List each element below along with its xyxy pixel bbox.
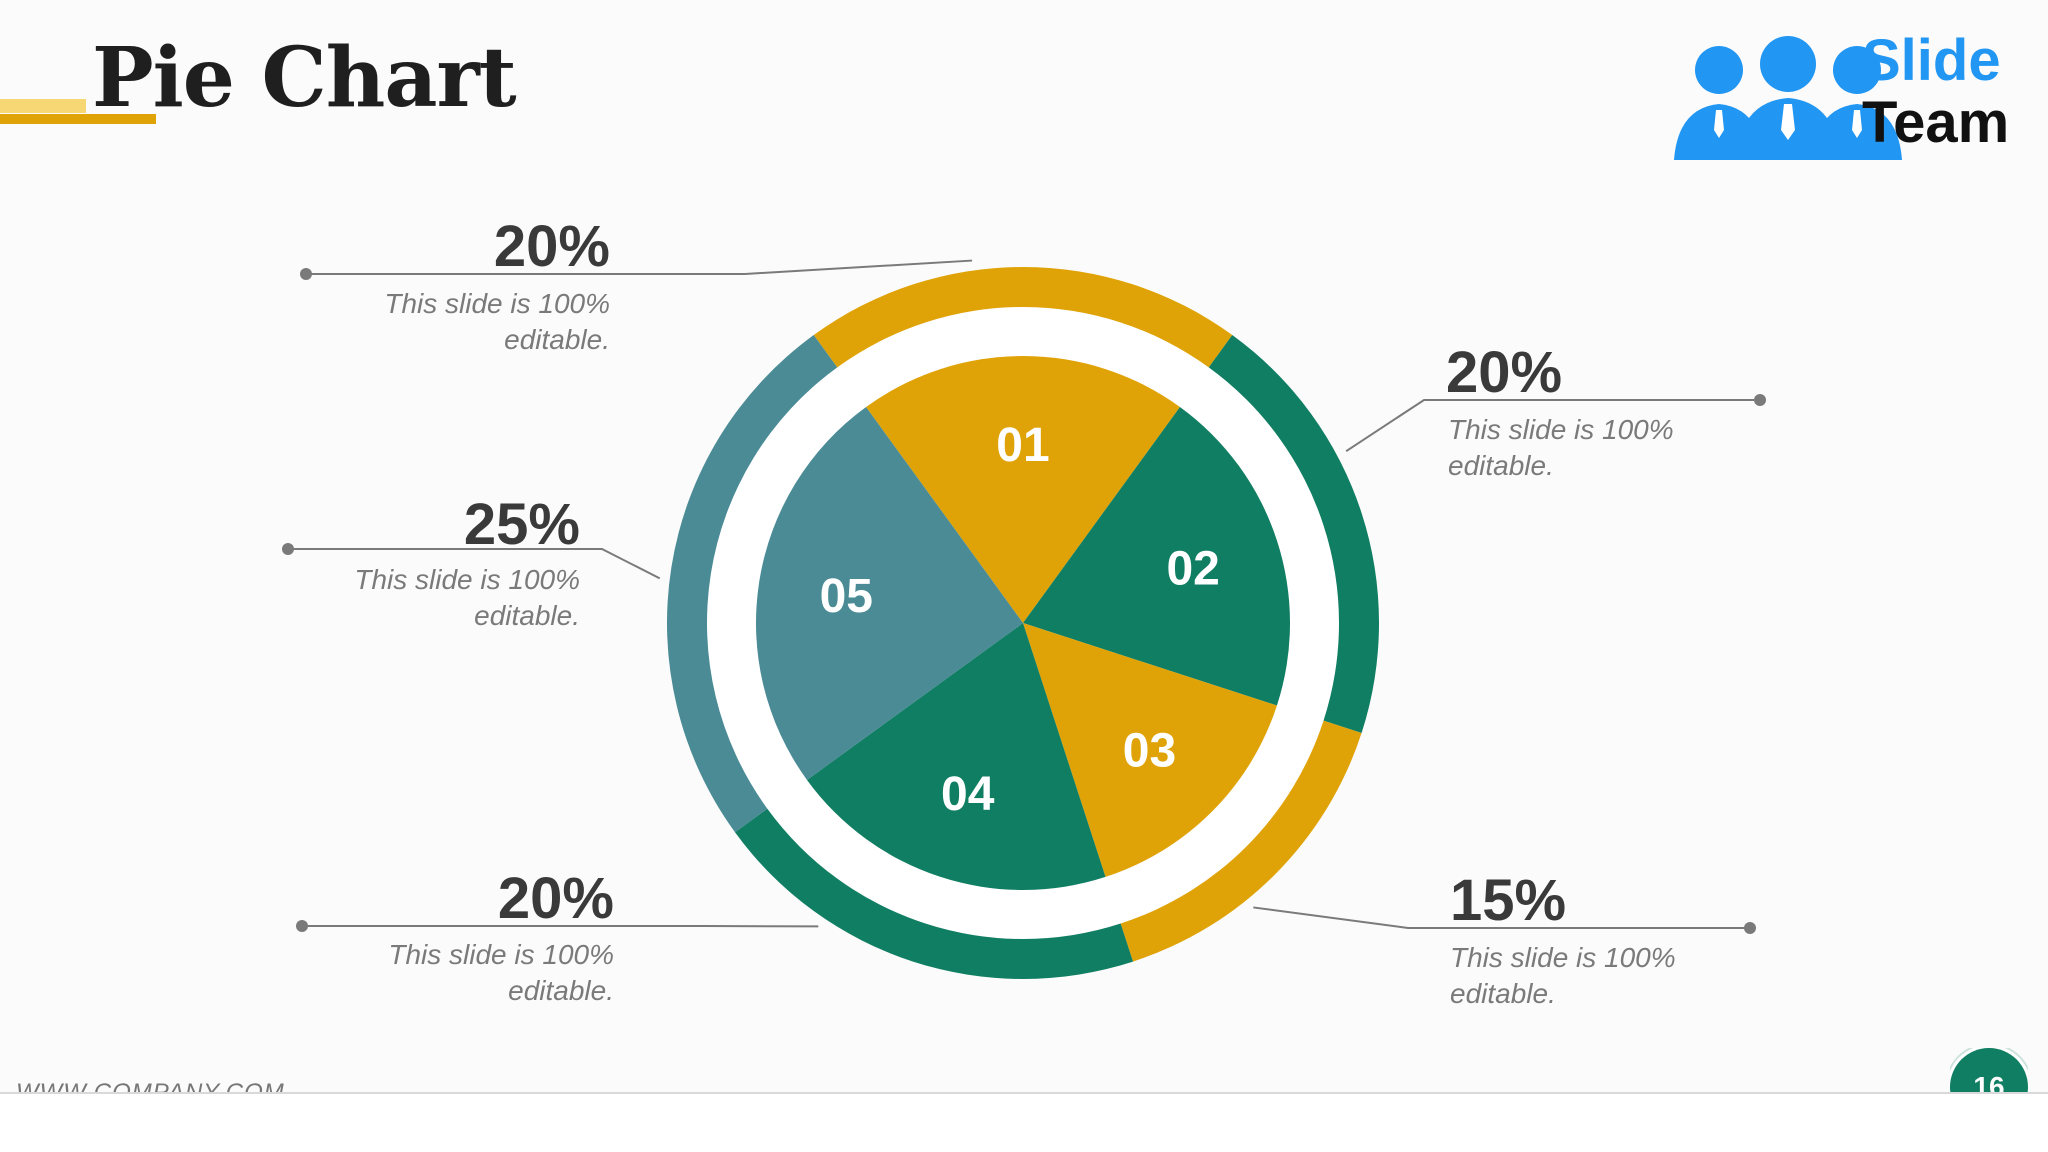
pie-slice-02 [1023,406,1290,706]
callout-text-05: This slide is 100% editable. [354,564,580,631]
slideteam-logo-text: Slide Team [1862,30,2009,154]
callout-leader-lines [282,259,1766,934]
slide-title: Pie Chart [92,30,517,126]
ring-segment-03 [1120,720,1362,962]
pie-slice-04 [806,623,1106,890]
ring-segment-02 [1208,334,1379,734]
slice-label-02: 02 [1166,543,1219,596]
leader-line-5 [288,548,661,580]
pie-slice-01 [866,355,1180,623]
pie-slice-03 [1023,623,1277,877]
leader-dot-4 [296,920,308,932]
leader-line-3 [1253,906,1750,929]
page-number-badge: 16 [1950,1048,2028,1092]
ring-segment-04 [734,808,1134,979]
callout-text-03: This slide is 100% editable. [1450,942,1676,1009]
ring-segment-05 [667,334,838,833]
page-number: 16 [1950,1048,2028,1092]
leader-dot-5 [282,543,294,555]
callout-percent-01: 20% [493,214,610,279]
title-accent-bar [0,114,156,124]
leader-line-1 [306,259,973,275]
callout-percent-04: 20% [497,866,614,931]
slide-canvas: Pie Chart Slide Team 01 02 03 04 05 20% This… [0,29,2010,1009]
leader-dot-2 [1754,394,1766,406]
pie-chart: 01 02 03 04 05 [282,259,1766,979]
leader-dot-1 [300,268,312,280]
ring-segment-01 [813,266,1233,368]
callout-text-04: This slide is 100% editable. [388,939,614,1006]
pie-labels: 01 02 03 04 05 [820,419,1220,821]
footer-divider [0,1092,2048,1094]
leader-line-2 [1345,399,1760,453]
leader-dot-3 [1744,922,1756,934]
logo-word-team: Team [1862,90,2010,155]
logo-word-slide: Slide [1862,28,2001,93]
slice-label-03: 03 [1123,724,1176,777]
callout-percent-05: 25% [463,492,580,557]
slice-label-01: 01 [996,419,1049,472]
callout-text-02: This slide is 100% editable. [1448,414,1674,481]
footer-url: WWW.COMPANY.COM [16,1078,285,1092]
pie-slices [756,355,1290,890]
callout-percent-02: 20% [1446,340,1563,405]
pie-slice-05 [756,406,1023,780]
slideteam-logo-icon [1674,36,1902,160]
callout-percent-03: 15% [1450,868,1567,933]
title-accent-bar-light [0,99,86,113]
slice-label-04: 04 [941,768,995,821]
slice-label-05: 05 [820,570,873,623]
callout-text-01: This slide is 100% editable. [384,288,610,355]
